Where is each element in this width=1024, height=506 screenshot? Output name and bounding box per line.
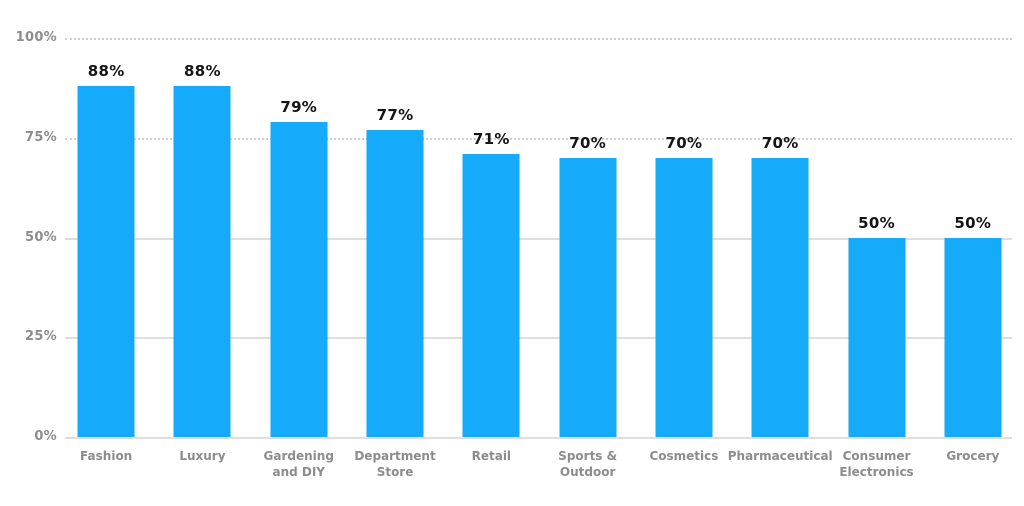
bar-group-3: 77% Department Store	[347, 38, 443, 479]
category-label-line: Electronics	[839, 465, 914, 479]
bar	[462, 153, 520, 437]
category-label: Luxury	[144, 448, 260, 464]
gridline-50	[65, 237, 1012, 240]
y-tick-label: 75%	[24, 129, 57, 145]
bar-value-label: 88%	[87, 61, 125, 80]
category-label: Grocery	[915, 448, 1024, 464]
category-label-line: Consumer	[842, 449, 911, 463]
category-label-line: Retail	[471, 449, 512, 463]
bar	[751, 157, 809, 437]
bars-area: 88% Fashion 88% Luxury 79% Gardening and DIY 77…	[58, 38, 1021, 480]
y-tick-label: 25%	[24, 329, 57, 345]
bar	[655, 157, 713, 437]
category-label-line: Store	[376, 465, 414, 479]
category-label-line: Sports &	[558, 449, 618, 463]
category-label-line: Luxury	[179, 449, 226, 463]
bar	[366, 129, 424, 437]
category-label-line: Pharmaceutical	[727, 449, 833, 463]
bar-value-label: 50%	[858, 213, 895, 232]
bar-group-5: 70% Sports & Outdoor	[539, 38, 635, 479]
plot-area	[65, 38, 1012, 439]
bar-group-2: 79% Gardening and DIY	[251, 38, 347, 479]
category-label: Fashion	[48, 448, 164, 464]
bar-value-label: 77%	[376, 105, 414, 124]
category-label-line: Cosmetics	[649, 449, 719, 463]
bar-value-label: 70%	[761, 133, 799, 152]
bar	[944, 237, 1002, 437]
category-label: Retail	[433, 448, 549, 464]
bar-value-label: 71%	[472, 129, 510, 148]
category-label-line: Fashion	[80, 449, 133, 463]
bar-value-label: 70%	[665, 133, 703, 152]
bar-group-7: 70% Pharmaceutical	[728, 38, 833, 463]
gridline-75	[65, 137, 1012, 140]
bar-group-9: 50% Grocery	[925, 38, 1021, 463]
bar-group-8: 50% Consumer Electronics	[828, 38, 924, 480]
category-label: Sports & Outdoor	[529, 448, 645, 480]
gridline-100	[65, 38, 1012, 40]
bar-group-1: 88% Luxury	[154, 38, 250, 463]
gridline-0	[65, 437, 1012, 439]
bar	[848, 237, 906, 437]
category-label: Gardening and DIY	[241, 448, 357, 480]
bar-value-label: 88%	[184, 61, 221, 80]
bar	[173, 85, 231, 437]
bar	[270, 121, 328, 437]
category-label: Consumer Electronics	[818, 448, 934, 480]
category-label: Cosmetics	[626, 448, 742, 464]
category-label: Pharmaceutical	[722, 448, 838, 464]
bar-value-label: 79%	[280, 97, 318, 116]
category-label-line: Grocery	[946, 449, 1000, 463]
category-label-line: Department	[354, 449, 436, 463]
y-tick-label: 100%	[15, 30, 57, 45]
category-label-line: and DIY	[272, 465, 325, 479]
category-label-line: Gardening	[263, 449, 334, 463]
category-label-line: Outdoor	[559, 465, 616, 479]
y-tick-label: 0%	[34, 429, 57, 444]
y-tick-label: 50%	[24, 229, 57, 245]
gridline-25	[65, 337, 1012, 340]
bar-group-4: 71% Retail	[443, 38, 539, 463]
bar-value-label: 70%	[569, 133, 607, 152]
category-label: Department Store	[337, 448, 453, 480]
bar-value-label: 50%	[954, 213, 992, 232]
bar-group-0: 88% Fashion	[58, 38, 154, 463]
bar	[77, 85, 135, 437]
bar	[559, 157, 617, 437]
bar-group-6: 70% Cosmetics	[636, 38, 732, 463]
